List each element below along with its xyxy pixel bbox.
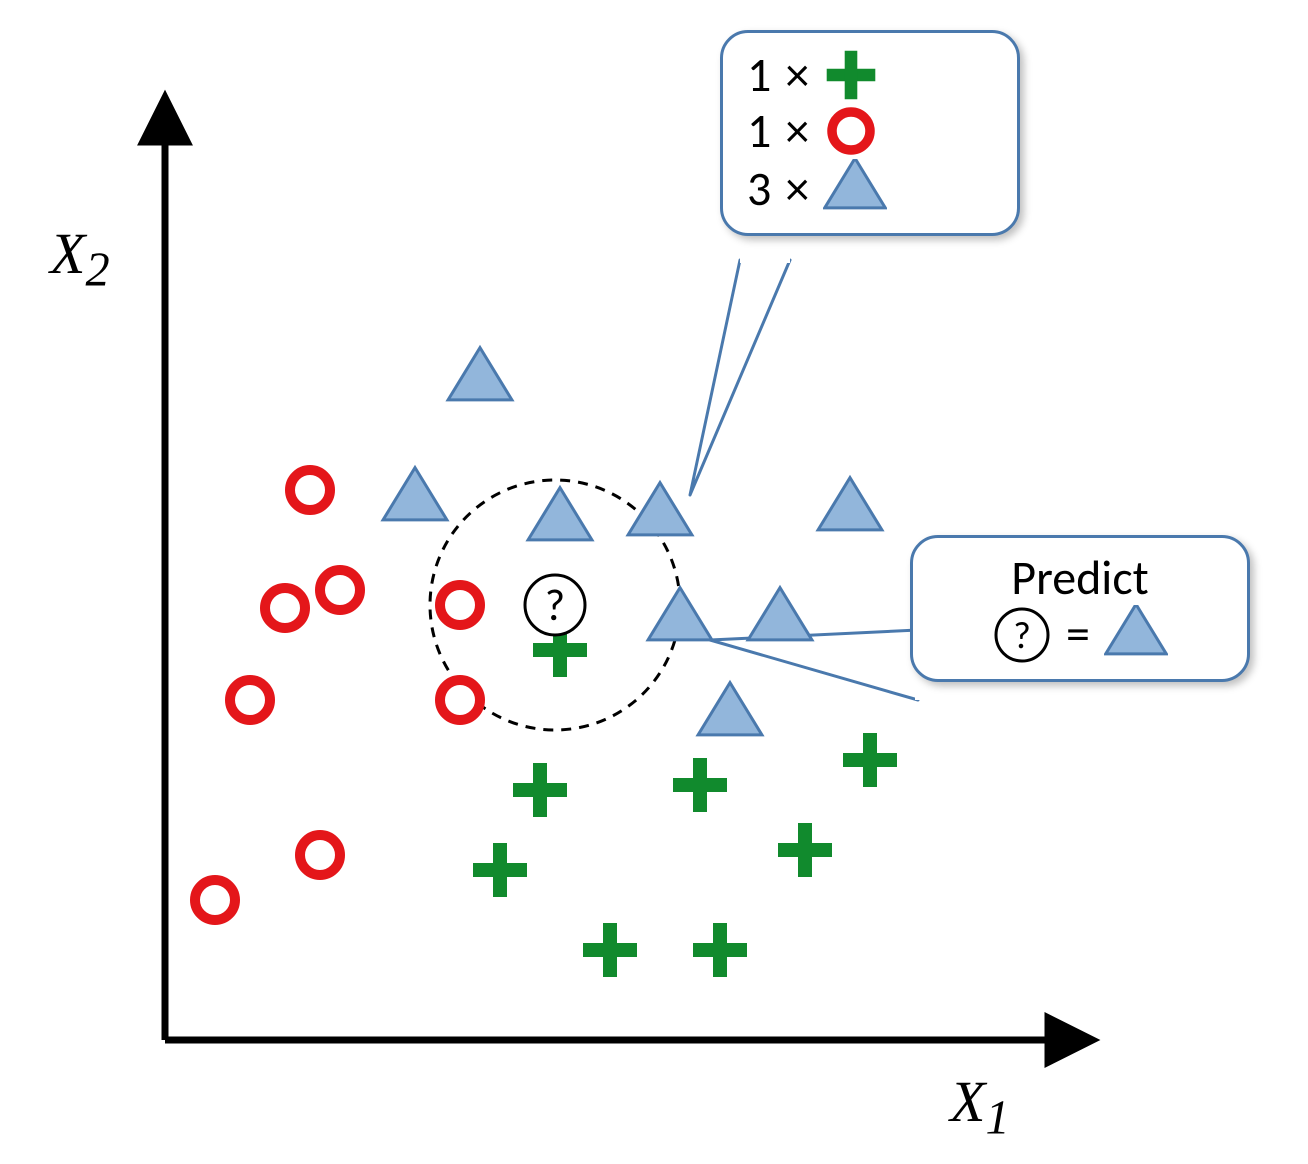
count-row-triangle: 3 ×: [747, 159, 993, 219]
plus-icon: [823, 47, 879, 103]
count-row-plus: 1 ×: [747, 47, 993, 103]
x-axis-label: X1: [950, 1068, 1010, 1146]
y-axis-label: X2: [50, 220, 110, 298]
neighbor-counts-callout: 1 × 1 × 3 ×: [720, 30, 1020, 236]
svg-text:?: ?: [1013, 613, 1031, 659]
predict-result-row: ? =: [937, 605, 1223, 665]
svg-text:?: ?: [545, 578, 565, 632]
count-row-circle: 1 ×: [747, 103, 993, 159]
query-icon: ?: [992, 605, 1052, 665]
triangle-icon: [823, 159, 887, 219]
circle-icon: [823, 103, 879, 159]
prediction-callout: Predict ? =: [910, 535, 1250, 682]
predict-title: Predict: [937, 552, 1223, 605]
triangle-icon: [1104, 605, 1168, 665]
